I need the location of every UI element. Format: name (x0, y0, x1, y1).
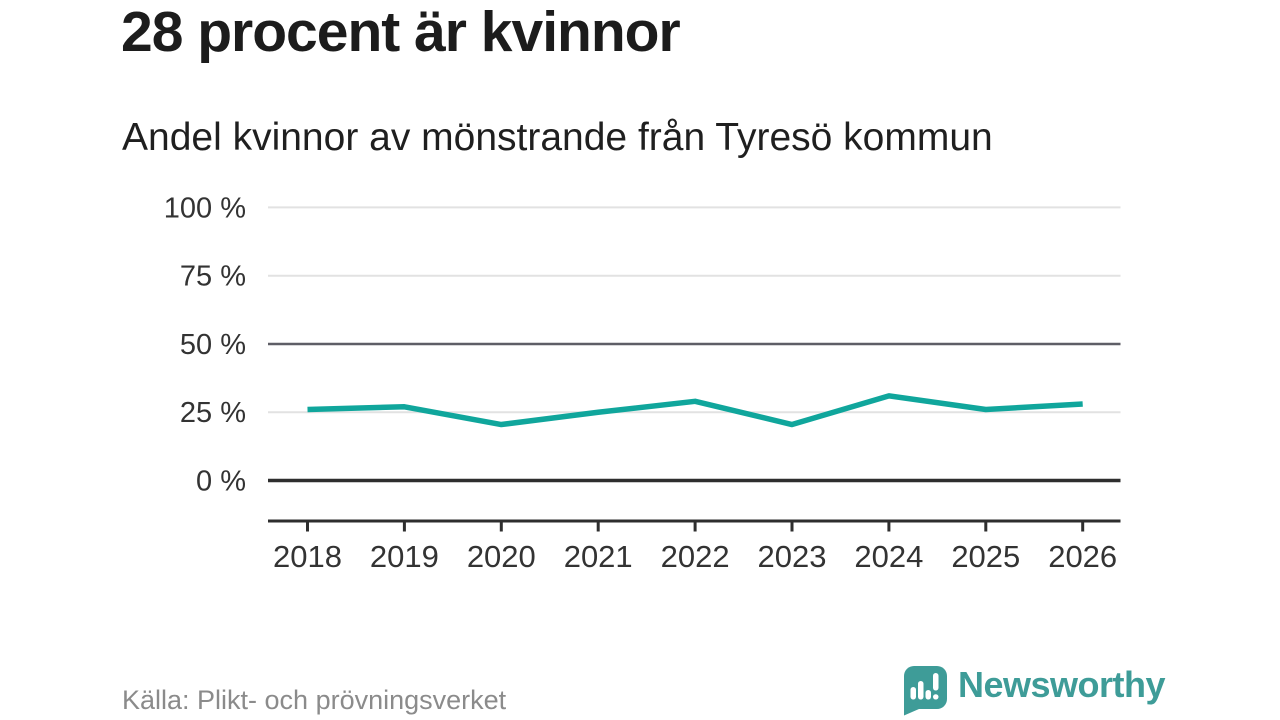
x-axis-tick-label: 2018 (273, 539, 342, 574)
newsworthy-logo: Newsworthy (901, 664, 1166, 717)
x-axis-tick-label: 2020 (467, 539, 536, 574)
bar-chart-speech-bubble-icon (904, 666, 947, 716)
data-line-series (307, 393, 1083, 428)
y-axis-tick-label: 25 % (180, 397, 246, 429)
y-axis-tick-label: 75 % (180, 261, 246, 293)
x-axis-tick-label: 2026 (1048, 539, 1117, 574)
source-note: Källa: Plikt- och prövningsverket (122, 685, 507, 715)
x-axis-tick-label: 2019 (370, 539, 439, 574)
x-axis-tick-label: 2025 (951, 539, 1020, 574)
y-axis-tick-label: 50 % (180, 329, 246, 361)
x-axis-tick-label: 2023 (758, 539, 827, 574)
y-axis-tick-label: 0 % (196, 466, 246, 498)
page-title: 28 procent är kvinnor (121, 0, 681, 64)
y-axis-tick-label: 100 % (164, 192, 246, 224)
x-axis-tick-label: 2022 (661, 539, 730, 574)
brand-name: Newsworthy (958, 664, 1166, 705)
chart-subtitle: Andel kvinnor av mönstrande från Tyresö … (122, 116, 993, 159)
x-axis-tick-label: 2021 (564, 539, 633, 574)
x-axis-tick-label: 2024 (854, 539, 923, 574)
